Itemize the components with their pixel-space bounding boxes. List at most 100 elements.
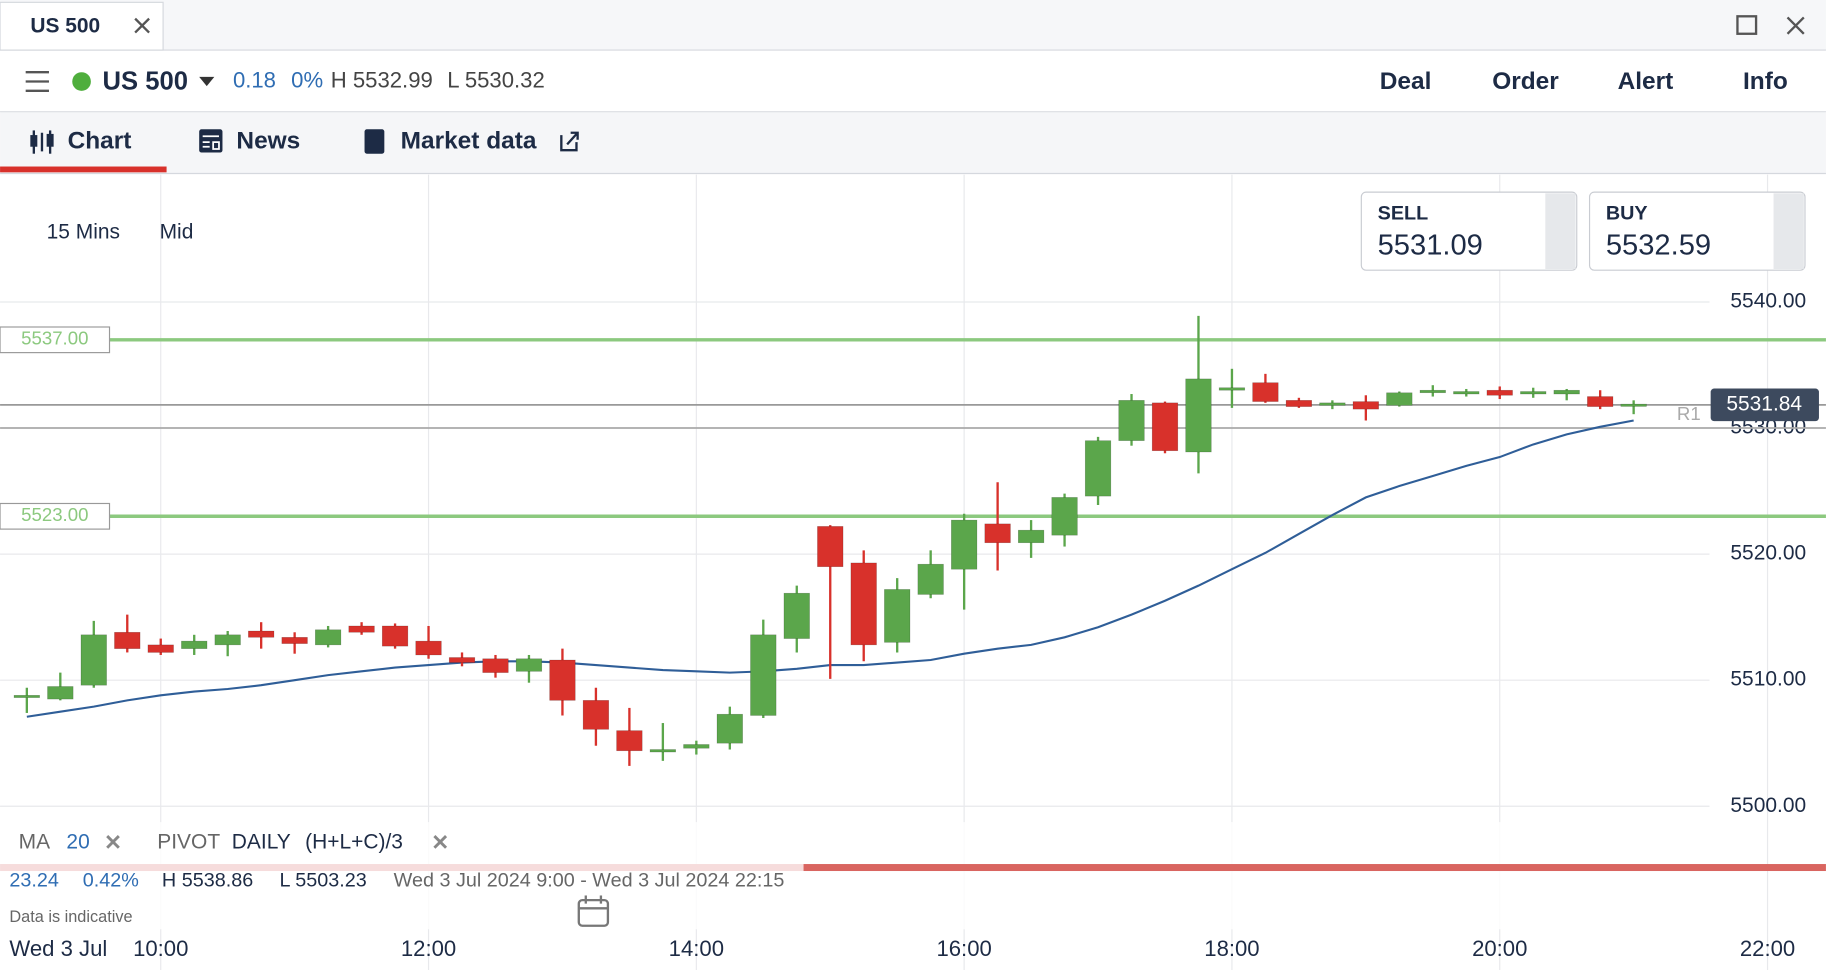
day-low: L 5530.32	[447, 67, 545, 92]
x-tick-label: 10:00	[133, 936, 188, 961]
day-high: H 5532.99	[331, 67, 433, 92]
candle-body	[649, 749, 676, 753]
candle-body	[381, 625, 409, 647]
candle-body	[850, 562, 877, 646]
remove-pivot-icon[interactable]	[433, 835, 448, 849]
candle-body	[348, 625, 375, 633]
close-window-icon[interactable]	[1786, 16, 1805, 35]
price-change: 0.18	[233, 67, 276, 92]
dropdown-caret[interactable]	[199, 76, 215, 87]
candle-body	[884, 589, 911, 643]
data-note: Data is indicative	[9, 908, 132, 926]
interval-selector[interactable]: 15 Mins	[47, 220, 120, 243]
candle-body	[1319, 402, 1346, 406]
deal-button[interactable]: Deal	[1380, 68, 1432, 95]
pivot-indicator[interactable]: PIVOT	[157, 831, 220, 854]
candle-body	[1084, 440, 1112, 497]
alert-button[interactable]: Alert	[1618, 68, 1674, 95]
candle-body	[248, 630, 275, 638]
x-tick-label: 22:00	[1740, 936, 1795, 961]
tab-strip	[0, 0, 1826, 51]
candle-body	[181, 640, 208, 649]
sell-box[interactable]	[1360, 191, 1578, 271]
last-price-box	[1710, 388, 1819, 422]
level-label-box	[0, 326, 111, 354]
candle-body	[1486, 389, 1513, 396]
candle-body	[1620, 403, 1647, 407]
candle-body	[1151, 402, 1179, 452]
candle-body	[582, 700, 610, 730]
y-tick-label: 5520.00	[1730, 542, 1806, 565]
candle-body	[984, 523, 1011, 544]
remove-ma-icon[interactable]	[106, 835, 120, 849]
candle-body	[1352, 401, 1379, 410]
date-label: Wed 3 Jul	[9, 936, 107, 961]
info-button[interactable]: Info	[1743, 68, 1788, 95]
price-change-pct: 0%	[291, 67, 323, 92]
ma-indicator[interactable]: MA	[19, 831, 50, 854]
instrument-name[interactable]: US 500	[103, 67, 188, 95]
maximize-icon[interactable]	[1736, 15, 1758, 35]
close-tab-icon[interactable]	[134, 17, 150, 34]
candle-body	[1218, 387, 1246, 391]
candle-body	[515, 658, 543, 672]
candle-body	[415, 640, 442, 656]
range-bar-left	[0, 864, 804, 872]
candle-body	[683, 744, 710, 749]
sub-tab-strip	[0, 112, 1826, 174]
candle-body	[1017, 529, 1045, 544]
candle-body	[750, 634, 777, 716]
external-link-icon[interactable]	[560, 131, 579, 152]
candle-body	[616, 730, 643, 752]
pivot-period[interactable]: DAILY	[232, 831, 291, 854]
y-tick-label: 5530.00	[1730, 416, 1806, 439]
active-tab-underline	[0, 166, 167, 173]
x-tick-label: 18:00	[1204, 936, 1259, 961]
chart-tab[interactable]: Chart	[68, 128, 132, 155]
window-tab-title: US 500	[30, 14, 100, 37]
candle-body	[783, 592, 810, 639]
indicator-panel	[0, 822, 1707, 930]
news-tab[interactable]: News	[236, 128, 300, 155]
window-tab[interactable]	[0, 1, 164, 51]
candle-body	[1185, 378, 1212, 453]
range-high: H 5538.86	[162, 870, 253, 892]
buy-box[interactable]	[1588, 191, 1806, 271]
buy-box-side	[1773, 193, 1804, 269]
y-tick-label: 5500.00	[1730, 794, 1806, 817]
ma-period[interactable]: 20	[66, 831, 89, 854]
sell-price: 5531.09	[1378, 230, 1483, 262]
x-tick-label: 14:00	[669, 936, 724, 961]
candle-body	[1520, 391, 1547, 395]
market-data-icon	[364, 129, 385, 154]
candle-body	[1118, 400, 1145, 441]
candle-body	[917, 563, 944, 595]
candle-body	[951, 519, 978, 570]
calendar-icon[interactable]	[577, 895, 610, 927]
level-label: 5537.00	[21, 328, 88, 349]
x-tick-label: 12:00	[401, 936, 456, 961]
order-button[interactable]: Order	[1492, 68, 1559, 95]
range-bar-right	[803, 864, 1826, 872]
pivot-label: R1	[1677, 403, 1701, 424]
candle-body	[47, 686, 74, 700]
menu-icon[interactable]	[25, 71, 49, 92]
sell-label: SELL	[1378, 202, 1429, 224]
candle-body	[1386, 392, 1413, 406]
candle-body	[281, 637, 308, 644]
range-change-pct: 0.42%	[83, 870, 139, 892]
candle-body	[214, 634, 241, 646]
candle-body	[549, 659, 576, 701]
buy-price: 5532.59	[1606, 230, 1711, 262]
x-tick-label: 20:00	[1472, 936, 1527, 961]
chart-icon	[30, 130, 54, 154]
market-data-tab[interactable]: Market data	[401, 128, 537, 155]
candle-body	[1419, 389, 1446, 394]
candle-body	[448, 657, 476, 663]
candle-body	[1453, 391, 1480, 395]
price-type-selector[interactable]: Mid	[160, 220, 194, 243]
candle-body	[13, 695, 40, 698]
candle-body	[482, 658, 509, 673]
pivot-formula[interactable]: (H+L+C)/3	[305, 831, 403, 854]
